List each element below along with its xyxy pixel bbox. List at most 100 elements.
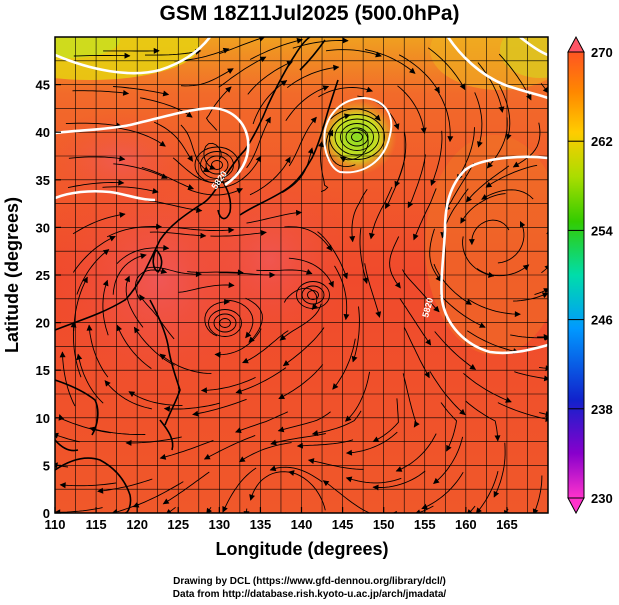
streamline-arrowhead: [424, 371, 430, 379]
streamline: [334, 265, 348, 320]
streamline: [469, 505, 476, 513]
streamline-arrowhead: [162, 90, 170, 97]
streamline: [72, 90, 129, 95]
streamline: [396, 433, 437, 472]
streamline: [204, 301, 230, 337]
streamline: [72, 213, 126, 235]
streamline: [359, 227, 368, 284]
streamline-arrowhead: [159, 140, 166, 147]
streamline: [398, 54, 440, 93]
streamline-arrowhead: [269, 465, 277, 472]
coastlines: [55, 37, 339, 513]
x-axis-label: Longitude (degrees): [215, 539, 388, 559]
streamline: [60, 482, 117, 487]
streamline-arrowhead: [425, 338, 432, 346]
x-tick-label: 145: [332, 517, 354, 532]
streamline: [514, 371, 546, 380]
streamline: [440, 402, 457, 452]
streamline-arrowhead: [342, 272, 348, 280]
streamline: [433, 436, 464, 484]
streamline: [352, 306, 360, 362]
streamline-arrowhead: [187, 155, 193, 162]
streamline-arrowhead: [465, 299, 472, 305]
y-tick-label: 45: [36, 78, 50, 93]
streamline: [245, 297, 263, 343]
streamline: [180, 124, 210, 173]
x-tick-label: 165: [496, 517, 518, 532]
streamline-arrowhead: [86, 324, 93, 331]
streamline-arrowhead: [468, 239, 475, 246]
streamline: [463, 372, 512, 403]
colorbar-tick-label: 238: [591, 402, 613, 417]
streamline-arrowhead: [433, 305, 440, 313]
streamline-arrowhead: [366, 86, 373, 93]
streamline-arrowhead: [522, 264, 530, 271]
streamline-arrowhead: [187, 184, 195, 190]
streamline: [323, 480, 370, 513]
streamline: [77, 354, 104, 404]
streamline: [346, 431, 398, 454]
streamline: [317, 231, 348, 279]
streamline: [72, 235, 116, 273]
streamline-arrowhead: [486, 162, 493, 169]
colorbar-tick-label: 246: [591, 313, 613, 328]
streamline: [320, 141, 329, 193]
streamline-arrowhead: [395, 466, 403, 472]
streamline: [187, 271, 244, 274]
streamline-arrowhead: [214, 351, 221, 358]
streamline: [285, 85, 329, 122]
x-tick-label: 140: [291, 517, 313, 532]
circulation-ring: [208, 309, 242, 337]
streamline: [154, 121, 193, 162]
streamline-arrowhead: [465, 195, 472, 203]
streamline: [270, 466, 323, 483]
streamline-arrowhead: [260, 229, 267, 236]
streamline-arrowhead: [269, 272, 276, 278]
streamline-arrowhead: [385, 202, 391, 209]
streamline: [222, 467, 257, 513]
streamline: [389, 236, 401, 289]
streamline: [247, 61, 293, 95]
streamline: [242, 330, 289, 364]
circulation-ring: [351, 132, 363, 142]
colorbar-gradient: [567, 51, 585, 499]
streamline-arrowhead: [296, 442, 304, 449]
streamline-arrowhead: [249, 494, 255, 501]
streamline: [288, 116, 317, 167]
streamline-arrowhead: [296, 37, 303, 44]
streamline: [462, 236, 494, 277]
streamline: [534, 289, 546, 296]
x-tick-label: 160: [455, 517, 477, 532]
streamline-arrowhead: [332, 383, 339, 390]
streamline-arrowhead: [512, 161, 520, 168]
x-tick-label: 150: [373, 517, 395, 532]
circulation-ring: [345, 127, 369, 147]
streamline: [239, 442, 292, 463]
streamline: [164, 402, 221, 410]
lat-lon-grid: [55, 37, 548, 513]
streamline: [421, 471, 464, 510]
y-tick-label: 10: [36, 411, 50, 426]
streamline-arrowhead: [82, 276, 88, 284]
streamline: [279, 303, 322, 341]
streamline: [61, 351, 76, 407]
streamline-arrowhead: [227, 68, 234, 74]
streamline: [246, 117, 271, 169]
streamline-arrowhead: [116, 324, 122, 332]
x-tick-label: 125: [167, 517, 189, 532]
streamline-arrowhead: [514, 311, 521, 318]
streamline-arrowhead: [479, 322, 486, 328]
streamline: [466, 330, 519, 353]
y-tick-label: 5: [43, 458, 50, 473]
streamline-arrowhead: [200, 387, 207, 394]
streamline-arrowhead: [133, 326, 140, 334]
streamline-arrowhead: [469, 364, 477, 370]
streamline-arrowhead: [328, 280, 334, 288]
streamline-arrowhead: [345, 415, 352, 422]
streamline-arrowhead: [159, 453, 167, 460]
circulation-ring: [340, 123, 374, 151]
streamline: [497, 402, 548, 420]
streamline-arrowhead: [128, 391, 136, 397]
streamline-arrowhead: [372, 436, 380, 442]
streamline: [116, 247, 169, 265]
